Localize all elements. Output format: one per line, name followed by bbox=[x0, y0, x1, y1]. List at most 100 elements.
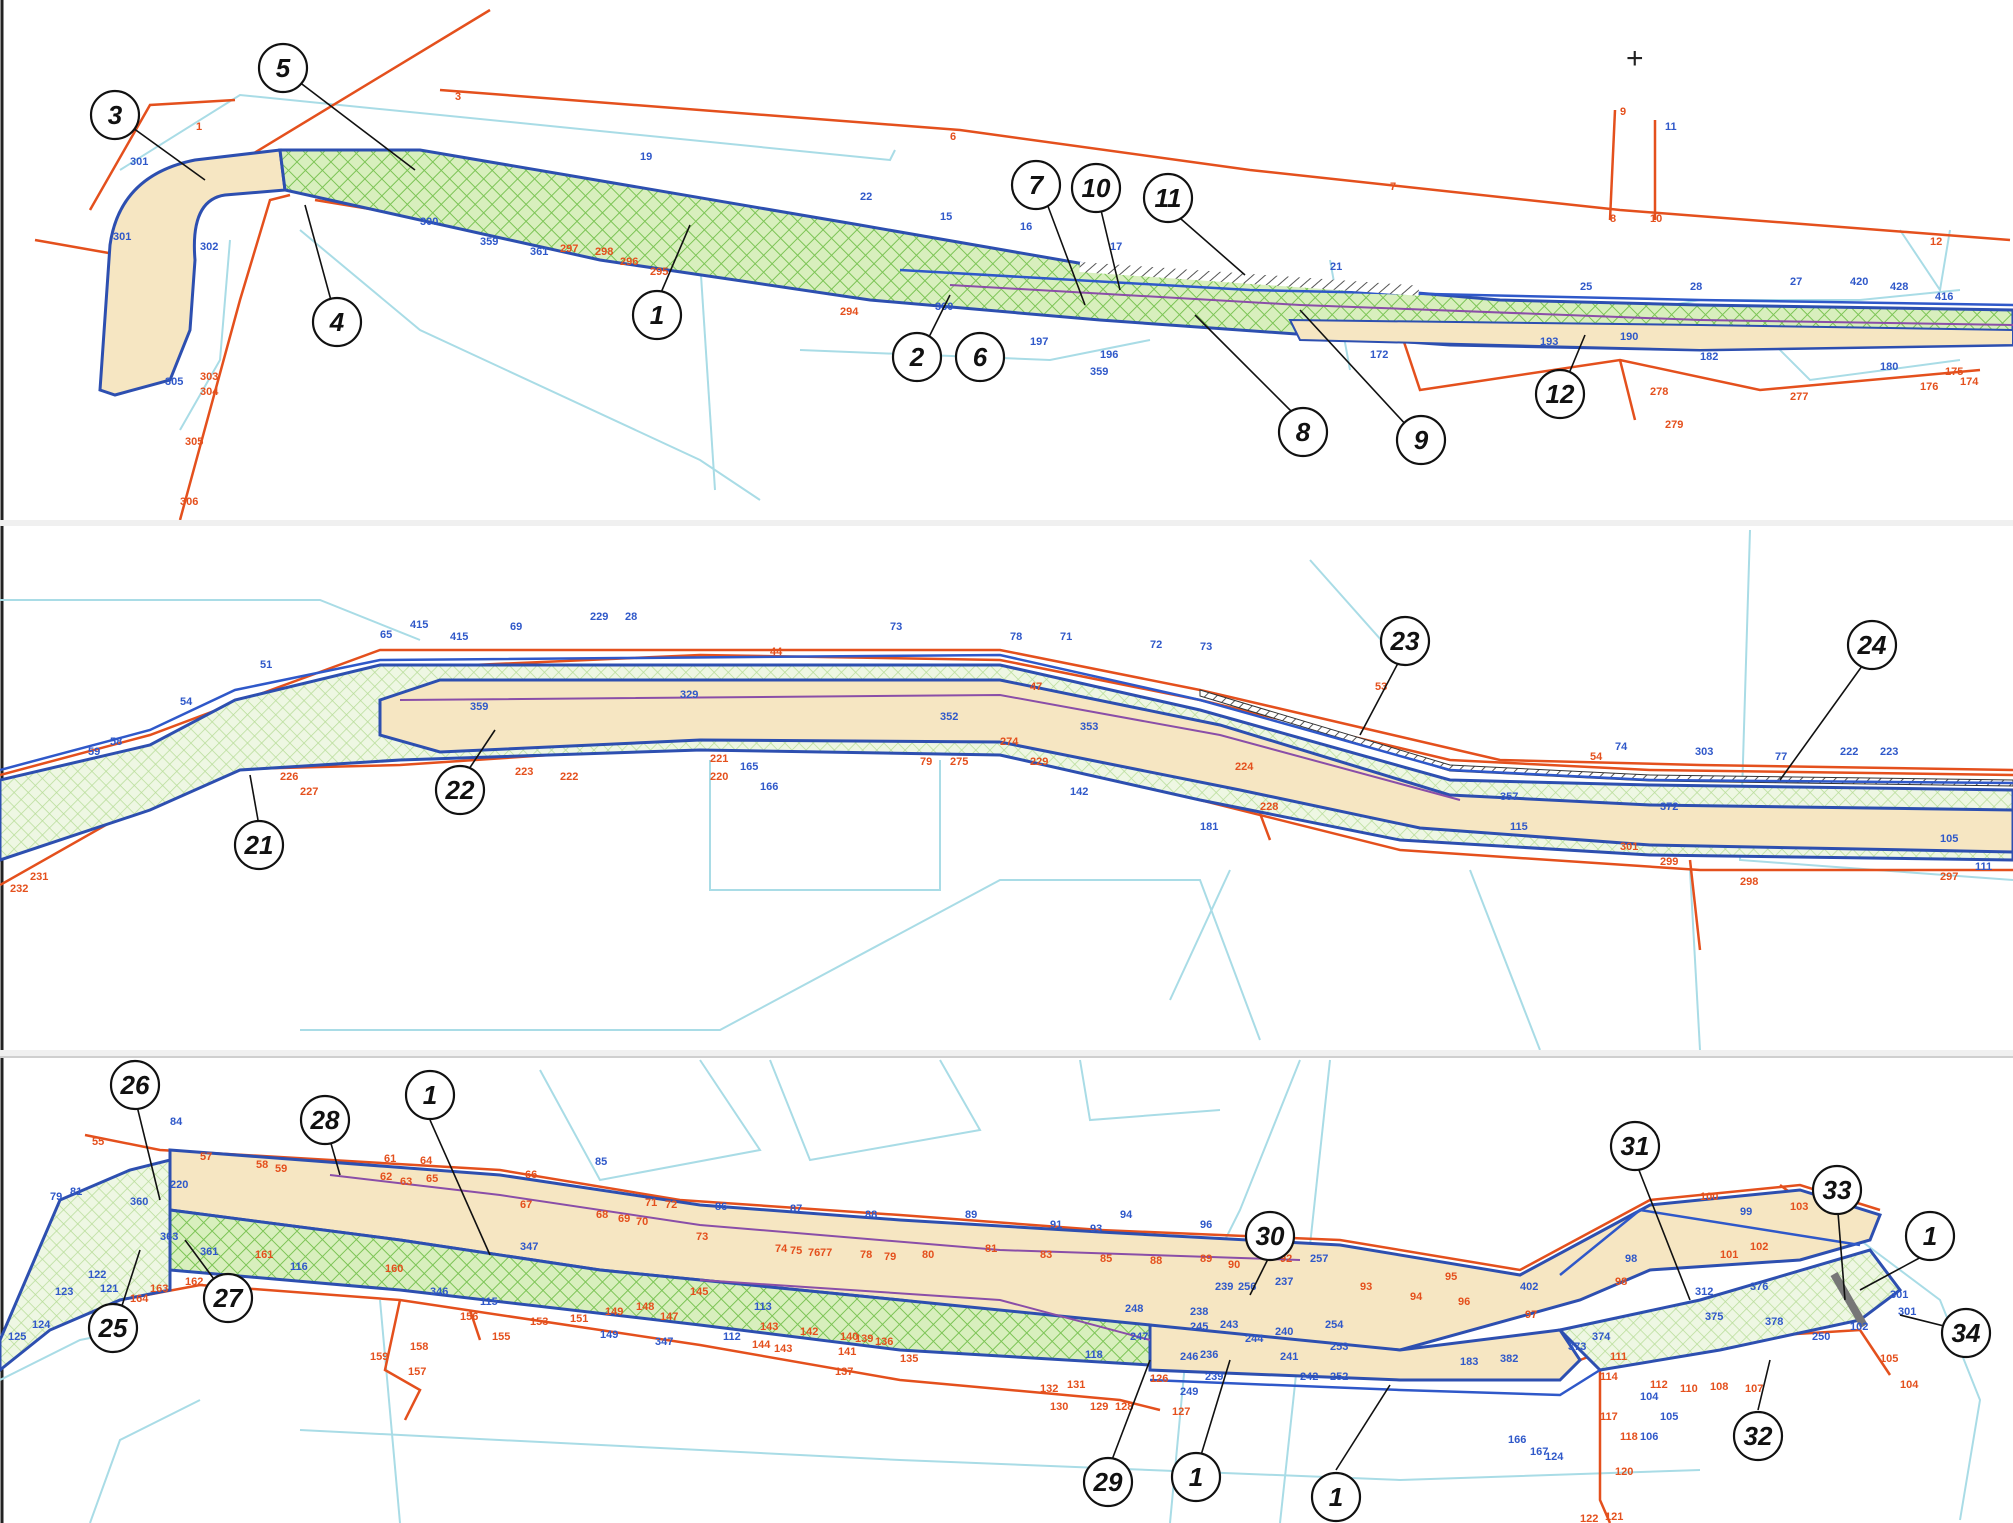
svg-text:312: 312 bbox=[1695, 1286, 1713, 1298]
striped-edge-top bbox=[1079, 262, 1420, 296]
svg-text:73: 73 bbox=[890, 621, 902, 633]
svg-text:104: 104 bbox=[1900, 1379, 1919, 1391]
svg-text:124: 124 bbox=[1545, 1451, 1564, 1463]
callout-25: 25 bbox=[87, 1302, 139, 1354]
svg-text:85: 85 bbox=[1100, 1253, 1112, 1265]
svg-text:19: 19 bbox=[640, 151, 652, 163]
svg-text:347: 347 bbox=[655, 1336, 673, 1348]
svg-text:306: 306 bbox=[180, 496, 198, 508]
svg-text:359: 359 bbox=[480, 236, 498, 248]
svg-text:22: 22 bbox=[860, 191, 872, 203]
svg-text:6: 6 bbox=[950, 131, 956, 143]
svg-text:74: 74 bbox=[775, 1243, 788, 1255]
callout-28: 28 bbox=[299, 1094, 351, 1146]
svg-text:91: 91 bbox=[1050, 1219, 1062, 1231]
callout-leaders bbox=[114, 74, 1961, 1471]
svg-text:93: 93 bbox=[1090, 1223, 1102, 1235]
svg-text:25: 25 bbox=[98, 1313, 128, 1343]
svg-text:69: 69 bbox=[618, 1213, 630, 1225]
svg-text:69: 69 bbox=[510, 621, 522, 633]
svg-text:274: 274 bbox=[1000, 736, 1019, 748]
svg-text:79: 79 bbox=[920, 756, 932, 768]
svg-text:298: 298 bbox=[595, 246, 613, 258]
svg-text:9: 9 bbox=[1620, 106, 1626, 118]
svg-text:144: 144 bbox=[752, 1339, 771, 1351]
svg-text:111: 111 bbox=[1975, 861, 1992, 873]
svg-text:2: 2 bbox=[909, 342, 925, 372]
svg-text:153: 153 bbox=[530, 1316, 548, 1328]
svg-text:72: 72 bbox=[665, 1199, 677, 1211]
parcel-lines-middle bbox=[0, 529, 2013, 1051]
svg-text:231: 231 bbox=[30, 871, 48, 883]
svg-text:128: 128 bbox=[1115, 1401, 1133, 1413]
svg-text:112: 112 bbox=[1650, 1379, 1668, 1391]
svg-text:98: 98 bbox=[1625, 1253, 1637, 1265]
svg-text:98: 98 bbox=[1615, 1276, 1627, 1288]
svg-text:61: 61 bbox=[384, 1153, 396, 1165]
svg-text:1: 1 bbox=[1923, 1221, 1937, 1251]
point-labels-bottom: 55 57 58 59 61 64 62 63 65 66 67 68 69 7… bbox=[8, 1116, 1919, 1523]
svg-text:27: 27 bbox=[1790, 276, 1802, 288]
callout-10: 10 bbox=[1070, 162, 1122, 214]
svg-text:59: 59 bbox=[275, 1163, 287, 1175]
svg-text:242: 242 bbox=[1300, 1371, 1318, 1383]
callout-22: 22 bbox=[434, 764, 486, 816]
svg-text:360: 360 bbox=[130, 1196, 148, 1208]
svg-text:302: 302 bbox=[200, 241, 218, 253]
svg-text:71: 71 bbox=[1060, 631, 1072, 643]
callout-30: 30 bbox=[1244, 1210, 1296, 1262]
svg-text:75: 75 bbox=[790, 1245, 802, 1257]
svg-text:275: 275 bbox=[950, 756, 968, 768]
svg-text:25: 25 bbox=[1580, 281, 1592, 293]
svg-text:304: 304 bbox=[200, 386, 219, 398]
svg-text:357: 357 bbox=[1500, 791, 1518, 803]
svg-text:353: 353 bbox=[1080, 721, 1098, 733]
callout-1-bottom-a: 1 bbox=[404, 1069, 456, 1121]
svg-text:1: 1 bbox=[196, 121, 202, 133]
svg-text:221: 221 bbox=[710, 753, 728, 765]
svg-text:175: 175 bbox=[1945, 366, 1963, 378]
svg-text:149: 149 bbox=[605, 1306, 623, 1318]
svg-text:81: 81 bbox=[70, 1186, 82, 1198]
svg-text:21: 21 bbox=[244, 830, 274, 860]
callout-33: 33 bbox=[1811, 1164, 1863, 1216]
svg-text:54: 54 bbox=[180, 696, 193, 708]
svg-text:301: 301 bbox=[130, 156, 148, 168]
road-body-bottom-right-hatched bbox=[1556, 1248, 1903, 1372]
svg-text:294: 294 bbox=[840, 306, 859, 318]
svg-text:196: 196 bbox=[1100, 349, 1118, 361]
svg-text:298: 298 bbox=[1740, 876, 1758, 888]
svg-text:160: 160 bbox=[385, 1263, 403, 1275]
svg-text:9: 9 bbox=[1414, 425, 1429, 455]
svg-text:32: 32 bbox=[1744, 1421, 1773, 1451]
svg-text:416: 416 bbox=[1935, 291, 1953, 303]
svg-text:428: 428 bbox=[1890, 281, 1908, 293]
svg-text:303: 303 bbox=[200, 371, 218, 383]
svg-text:361: 361 bbox=[200, 1246, 218, 1258]
svg-text:88: 88 bbox=[865, 1209, 877, 1221]
svg-text:79: 79 bbox=[50, 1191, 62, 1203]
svg-text:88: 88 bbox=[1150, 1255, 1162, 1267]
svg-text:67: 67 bbox=[520, 1199, 532, 1211]
svg-text:297: 297 bbox=[560, 243, 578, 255]
svg-text:296: 296 bbox=[620, 256, 638, 268]
svg-text:246: 246 bbox=[1180, 1351, 1198, 1363]
svg-text:224: 224 bbox=[1235, 761, 1254, 773]
svg-text:28: 28 bbox=[310, 1105, 340, 1135]
svg-text:15: 15 bbox=[940, 211, 952, 223]
svg-text:21: 21 bbox=[1330, 261, 1342, 273]
svg-text:249: 249 bbox=[1180, 1386, 1198, 1398]
svg-text:182: 182 bbox=[1700, 351, 1718, 363]
svg-text:12: 12 bbox=[1930, 236, 1942, 248]
svg-text:10: 10 bbox=[1650, 213, 1662, 225]
svg-text:248: 248 bbox=[1125, 1303, 1143, 1315]
svg-text:232: 232 bbox=[10, 883, 28, 895]
svg-text:359: 359 bbox=[1090, 366, 1108, 378]
svg-text:64: 64 bbox=[420, 1155, 433, 1167]
svg-text:361: 361 bbox=[530, 246, 548, 258]
svg-text:87: 87 bbox=[790, 1203, 802, 1215]
point-labels-top: 3 6 7 8 10 9 11 12 1 297 296 298 295 294… bbox=[113, 91, 1979, 508]
callout-29: 29 bbox=[1082, 1456, 1134, 1508]
